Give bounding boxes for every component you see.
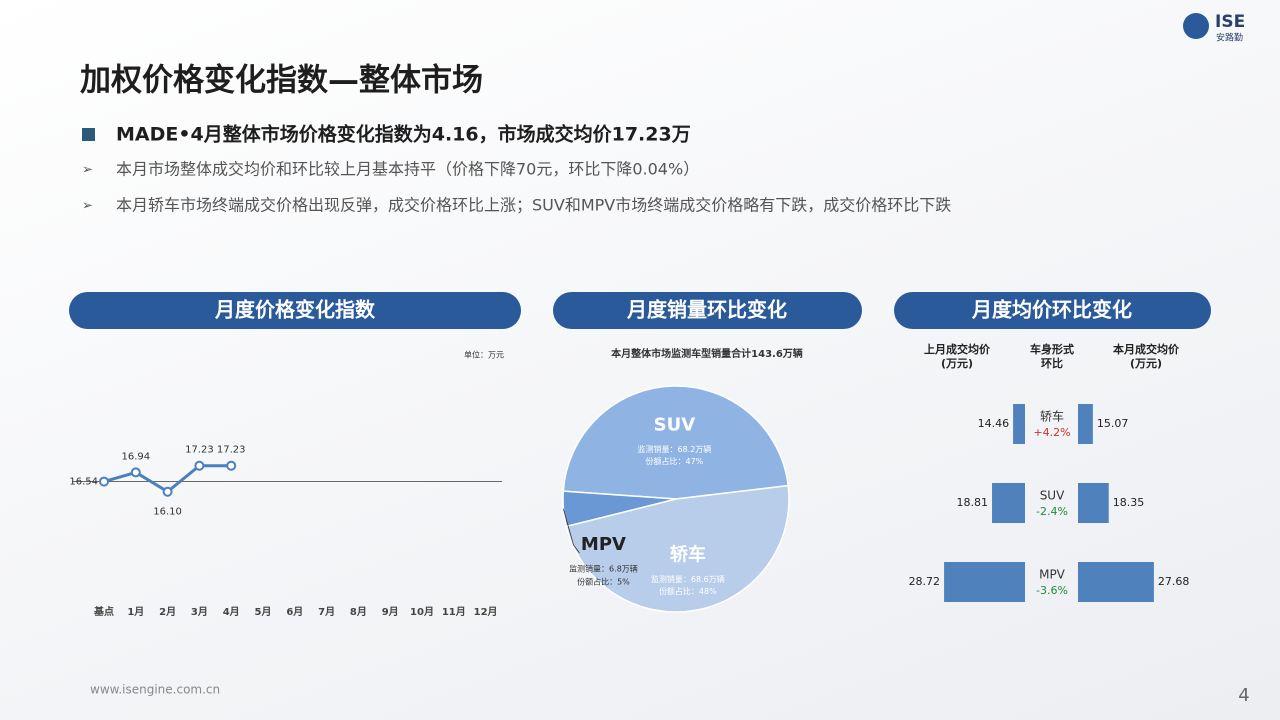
pie-slice xyxy=(562,385,790,500)
bullet: 本月市场整体成交均价和环比较上月基本持平（价格下降70元，环比下降0.04%） xyxy=(116,160,699,179)
x-tick-label: 4月 xyxy=(223,606,240,618)
value-label: 28.72 xyxy=(909,575,941,588)
x-tick-label: 10月 xyxy=(410,606,434,618)
value-label: 18.81 xyxy=(957,496,989,509)
point xyxy=(130,467,141,478)
point xyxy=(194,460,205,471)
arrow: ➢ xyxy=(82,199,93,214)
unit-label: 单位：万元 xyxy=(464,350,504,360)
x-tick-label: 11月 xyxy=(442,606,466,618)
x-tick-label: 6月 xyxy=(286,606,303,618)
section-pill xyxy=(553,292,862,329)
bar xyxy=(1078,404,1093,444)
slice-share: 份额占比：48% xyxy=(659,586,717,596)
bullet-square xyxy=(82,128,95,141)
slice-volume: 监测销量：68.6万辆 xyxy=(651,574,725,584)
section-pill xyxy=(894,292,1211,329)
footer-url: www.isengine.com.cn xyxy=(90,683,220,697)
change-label: -3.6% xyxy=(1036,584,1068,597)
headline: MADE•4月整体市场价格变化指数为4.16，市场成交均价17.23万 xyxy=(116,123,691,146)
slice-volume: 监测销量：68.2万辆 xyxy=(637,444,711,454)
subtitle: 本月整体市场监测车型销量合计143.6万辆 xyxy=(611,347,803,360)
slice-name: SUV xyxy=(654,414,696,435)
slice-share: 份额占比：47% xyxy=(646,456,704,466)
value-label: 17.23 xyxy=(217,445,246,456)
point xyxy=(162,486,173,497)
x-tick-label: 1月 xyxy=(127,606,144,618)
value-label: 18.35 xyxy=(1113,496,1145,509)
bar xyxy=(1078,483,1109,523)
column-header: 上月成交均价 xyxy=(924,342,991,356)
category-label: 轿车 xyxy=(1040,409,1064,424)
bullet: 本月轿车市场终端成交价格出现反弹，成交价格环比上涨；SUV和MPV市场终端成交价… xyxy=(116,196,951,215)
section-title: 月度销量环比变化 xyxy=(626,298,787,322)
section-title: 月度价格变化指数 xyxy=(214,298,376,322)
page-number: 4 xyxy=(1238,685,1249,706)
value-label: 17.23 xyxy=(185,445,214,456)
slice-share: 份额占比：5% xyxy=(577,576,630,586)
x-tick-label: 3月 xyxy=(191,606,208,618)
value-label: 15.07 xyxy=(1097,417,1129,430)
change-label: -2.4% xyxy=(1036,505,1068,518)
column-header: (万元) xyxy=(1130,357,1162,370)
pie-slice xyxy=(565,484,790,613)
x-tick-label: 2月 xyxy=(159,606,176,618)
bar xyxy=(1013,404,1025,444)
title: 加权价格变化指数—整体市场 xyxy=(80,63,483,99)
x-tick-label: 5月 xyxy=(255,606,272,618)
category-label: MPV xyxy=(1039,568,1066,582)
category-label: SUV xyxy=(1040,489,1065,503)
slice-volume: 监测销量：6.8万辆 xyxy=(569,563,638,573)
logo-mark: ISE xyxy=(1215,12,1245,32)
x-tick-label: 基点 xyxy=(93,605,114,618)
value-label: 16.94 xyxy=(121,451,150,462)
value-label: 14.46 xyxy=(978,417,1010,430)
point xyxy=(99,476,109,487)
point xyxy=(226,460,237,471)
slice-name: 轿车 xyxy=(670,543,706,565)
leader-line xyxy=(563,508,580,554)
change-label: +4.2% xyxy=(1033,426,1070,439)
section-title: 月度均价环比变化 xyxy=(971,298,1132,322)
value-label: 16.10 xyxy=(153,507,182,518)
value-label: 16.54 xyxy=(69,477,98,488)
column-header: 车身形式 xyxy=(1030,342,1074,356)
x-tick-label: 9月 xyxy=(382,606,399,618)
bar xyxy=(992,483,1025,523)
column-header: (万元) xyxy=(941,357,973,370)
x-tick-label: 12月 xyxy=(474,606,498,618)
x-tick-label: 8月 xyxy=(350,606,367,618)
section-pill xyxy=(69,292,521,329)
arrow: ➢ xyxy=(82,163,93,178)
column-header: 本月成交均价 xyxy=(1113,342,1180,356)
x-tick-label: 7月 xyxy=(318,606,335,618)
slice-name: MPV xyxy=(581,534,626,555)
logo-name: 安路勤 xyxy=(1216,32,1243,44)
value-label: 27.68 xyxy=(1158,575,1190,588)
bar xyxy=(944,562,1025,602)
logo-icon xyxy=(1183,13,1209,39)
bar xyxy=(1078,562,1154,602)
column-header: 环比 xyxy=(1041,356,1063,370)
